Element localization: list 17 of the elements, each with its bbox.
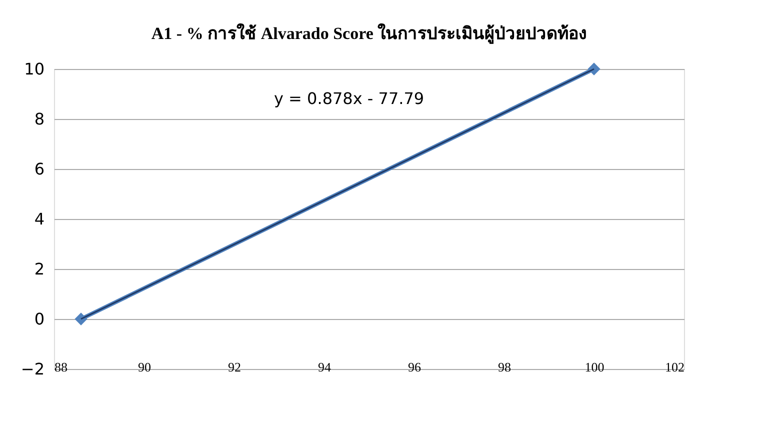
- annotation: y = 0.878x - 77.79: [274, 89, 424, 108]
- y-tick-label: 2: [34, 260, 44, 278]
- y-tick-label: 6: [34, 160, 44, 178]
- x-tick-label: 90: [138, 360, 151, 374]
- x-tick-label: 100: [584, 360, 604, 374]
- y-tick-label: 8: [34, 110, 44, 128]
- x-tick-label: 98: [498, 360, 511, 374]
- y-tick-label: 10: [24, 60, 44, 78]
- y-tick-label: −2: [20, 360, 44, 378]
- x-tick-label: 102: [665, 360, 684, 374]
- y-tick-label: 0: [34, 310, 44, 328]
- chart-title: A1 - % การใช้ Alvarado Score ในการประเมินผู้ป่วยปวดท้อง: [151, 23, 587, 45]
- x-tick-label: 94: [318, 360, 332, 374]
- y-tick-label: 4: [34, 210, 44, 228]
- x-tick-label: 88: [54, 360, 68, 374]
- x-tick-label: 92: [228, 360, 241, 374]
- x-tick-label: 96: [408, 360, 422, 374]
